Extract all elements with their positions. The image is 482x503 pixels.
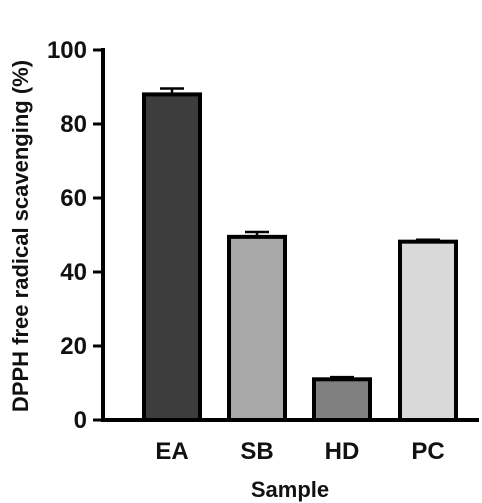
y-tick-label: 0 [74, 407, 87, 434]
y-tick-label: 80 [60, 111, 87, 138]
y-ticks-group: 0 20 40 60 80 100 [47, 37, 103, 434]
x-tick-label-sb: SB [240, 438, 273, 465]
y-tick-label: 100 [47, 37, 87, 64]
x-tick-label-ea: EA [155, 438, 188, 465]
error-bars-group [160, 87, 440, 380]
x-tick-label-hd: HD [325, 438, 360, 465]
bar-sb [227, 234, 287, 422]
x-tick-labels-group: EA SB HD PC [155, 438, 444, 465]
y-tick-label: 60 [60, 185, 87, 212]
y-axis-title: DPPH free radical scavenging (%) [8, 60, 33, 412]
x-axis-title: Sample [251, 477, 329, 502]
bar-ea [142, 92, 202, 423]
bar-pc [398, 239, 458, 422]
bar-hd [312, 377, 372, 422]
bars-group [142, 92, 458, 423]
y-tick-label: 20 [60, 333, 87, 360]
x-tick-label-pc: PC [411, 438, 444, 465]
y-tick-label: 40 [60, 259, 87, 286]
